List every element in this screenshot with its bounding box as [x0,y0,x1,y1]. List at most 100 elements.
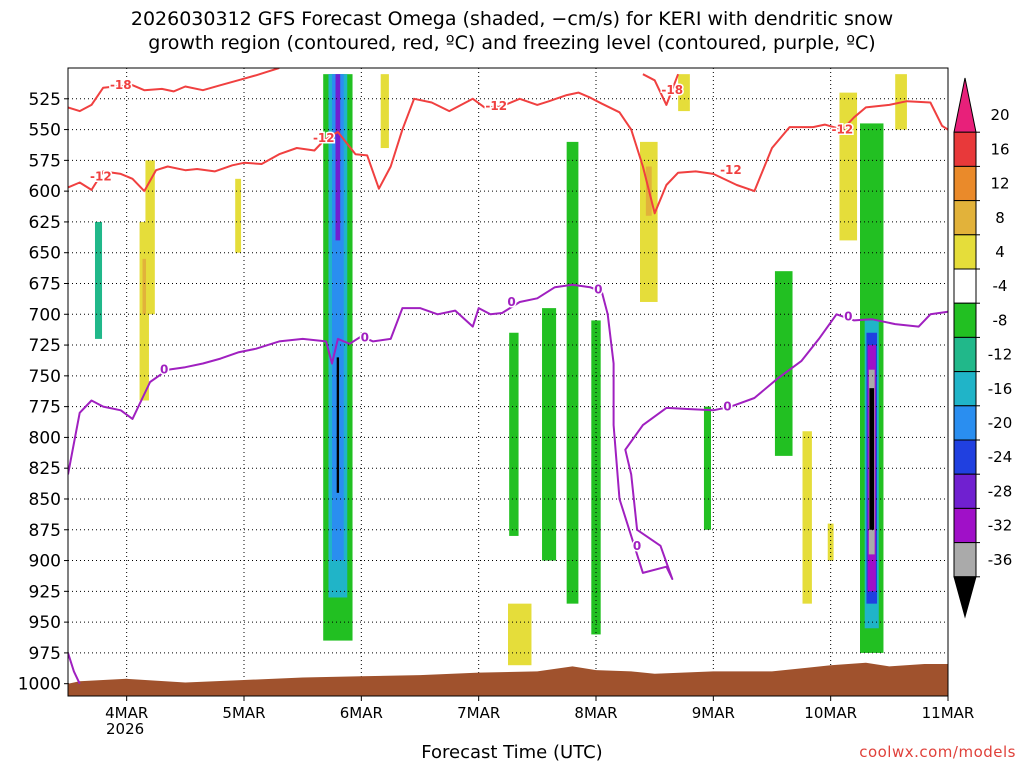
plot-content: -18 -12 -12 -12 -18 -12 -12 0 0 0 0 0 0 0 [68,68,948,696]
omega-descent-4mar-c [142,258,147,315]
contour-label-10: 0 [594,283,602,297]
omega-ascent-core-5mar-d [336,357,340,493]
colorbar-label-8: -16 [988,380,1013,398]
colorbar-bin-3 [953,200,977,236]
y-tick-label-775: 775 [29,398,61,418]
colorbar-label-11: -28 [988,482,1013,500]
x-tick-label-10MAR: 10MAR [804,704,857,722]
colorbar-bin-10 [953,439,977,475]
contour-label-11: 0 [633,539,641,553]
omega-descent-10mar-d [827,523,834,561]
omega-ascent-core-5mar-c [335,74,341,241]
omega-ascent-core-10mar-e [869,388,875,530]
x-tick-label-7MAR: 7MAR [457,704,500,722]
omega-ascent-band-8mar [591,320,601,635]
omega-ascent-band-7mar-b [542,308,557,561]
y-tick-label-925: 925 [29,582,61,602]
colorbar-label-12: -32 [988,517,1013,535]
contour-label-1: -12 [90,169,112,183]
colorbar-bin-11 [953,473,977,509]
contour-label-8: 0 [361,331,369,345]
x-tick-label-6MAR: 6MAR [340,704,383,722]
y-tick-label-650: 650 [29,244,61,264]
colorbar-label-10: -24 [988,448,1013,466]
x-tick-label-8MAR: 8MAR [574,704,617,722]
colorbar-bin-2 [953,165,977,202]
y-tick-label-1000: 1000 [18,675,61,695]
colorbar-label-7: -12 [988,346,1013,364]
omega-descent-9mar-a [678,74,690,112]
omega-descent-7mar-a [508,603,532,666]
y-tick-label-975: 975 [29,644,61,664]
omega-descent-10mar-a [839,92,858,241]
y-tick-label-750: 750 [29,367,61,387]
contour-line--18-2 [642,73,680,106]
y-tick-label-950: 950 [29,613,61,633]
colorbar-bin-9 [953,405,977,441]
y-tick-label-875: 875 [29,521,61,541]
surface-terrain [68,662,948,696]
omega-descent-4mar-a [145,160,155,315]
omega-green-4mar-a [94,221,103,339]
contour-label-4: -18 [661,83,683,97]
omega-ascent-band-7mar-a [509,332,519,536]
contour-label-6: -12 [832,123,854,137]
plot-background [68,68,948,696]
y-tick-label-675: 675 [29,274,61,294]
credit-text: coolwx.com/models [859,743,1016,761]
colorbar-bin-6 [953,302,977,338]
contour-label-7: 0 [160,363,168,377]
x-axis-year-label: 2026 [106,720,145,738]
y-tick-label-600: 600 [29,182,61,202]
colorbar-bin-12 [953,507,977,544]
colorbar-bin-1 [953,131,977,167]
contour-label-9: 0 [507,295,515,309]
colorbar-bin-7 [953,336,977,373]
omega-ascent-band-7mar-c [566,141,579,604]
colorbar-label-13: -36 [988,551,1013,569]
colorbar-bin-5 [953,268,977,304]
y-tick-label-825: 825 [29,459,61,479]
omega-descent-10mar-c [802,431,812,604]
contour-label-3: -12 [485,99,507,113]
x-tick-label-4MAR: 4MAR [105,704,148,722]
colorbar-label-5: -4 [993,277,1008,295]
y-tick-label-525: 525 [29,90,61,110]
colorbar-label-9: -20 [988,414,1013,432]
y-tick-label-575: 575 [29,151,61,171]
colorbar-bin-4 [953,234,977,270]
x-tick-label-11MAR: 11MAR [922,704,975,722]
contour-label-0: -18 [110,78,132,92]
x-tick-label-9MAR: 9MAR [692,704,735,722]
contour-label-12: 0 [723,400,731,414]
y-tick-label-800: 800 [29,428,61,448]
y-tick-label-725: 725 [29,336,61,356]
omega-ascent-core-5mar-b [332,74,344,561]
chart-title-line-2: growth region (contoured, red, ºC) and f… [148,32,876,54]
omega-descent-6mar-a [380,74,389,149]
colorbar-bin-13 [953,542,977,578]
x-axis-label: Forecast Time (UTC) [421,742,603,763]
colorbar-bin-14 [953,576,977,619]
contour-line--18-1 [68,68,280,113]
colorbar-label-4: 4 [995,243,1005,261]
y-tick-label-550: 550 [29,121,61,141]
colorbar-label-0: 20 [990,106,1009,124]
omega-ascent-band-9mar [703,406,711,530]
colorbar-bin-8 [953,371,977,407]
contour-label-5: -12 [720,163,742,177]
y-tick-label-850: 850 [29,490,61,510]
contour-line-0-3 [68,283,948,580]
colorbar-label-2: 12 [990,175,1009,193]
y-tick-label-700: 700 [29,305,61,325]
x-tick-label-5MAR: 5MAR [222,704,265,722]
colorbar-bin-0 [953,77,977,133]
colorbar-label-3: 8 [995,209,1005,227]
chart-title-line-1: 2026030312 GFS Forecast Omega (shaded, −… [130,8,894,30]
contour-label-2: -12 [313,131,335,145]
y-tick-label-625: 625 [29,213,61,233]
colorbar-label-1: 16 [990,140,1009,158]
contour-line-0-4 [68,652,81,685]
plot-frame [67,67,949,697]
